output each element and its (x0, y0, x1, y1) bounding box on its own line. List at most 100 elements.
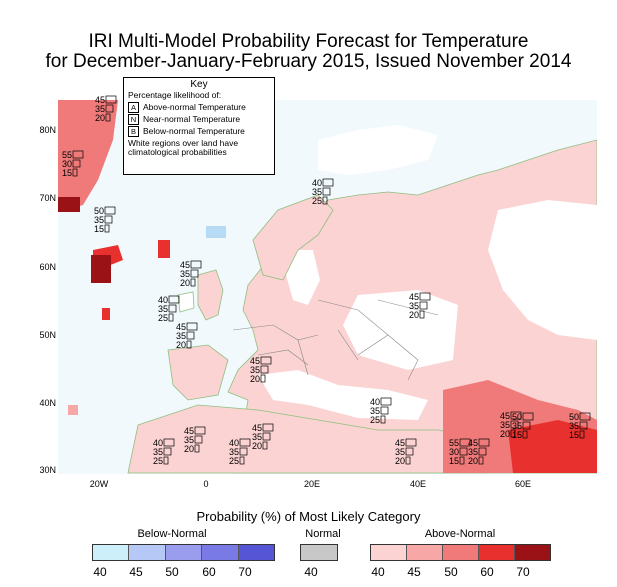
iberia-land (167, 344, 229, 401)
stack-value: 35 (312, 187, 322, 197)
stack-value: 15 (94, 224, 104, 234)
stack-value: 15 (62, 168, 72, 178)
stack-box (522, 412, 534, 421)
stack-box (163, 447, 172, 456)
stack-box (239, 438, 251, 447)
stack-box (262, 441, 268, 450)
stack-value: 20 (180, 278, 190, 288)
stack-box (459, 438, 471, 447)
stack-box (579, 412, 591, 421)
key-box-below: B (128, 125, 139, 137)
stack-value: 35 (184, 435, 194, 445)
legend-label-below: Below-Normal (137, 528, 207, 540)
stack-value: 35 (569, 421, 579, 431)
stack-value: 25 (153, 456, 163, 466)
ireland-land (177, 291, 195, 313)
stack-value: 20 (252, 441, 262, 451)
lon-label-60e: 60E (514, 479, 531, 489)
stack-box (405, 456, 411, 465)
key-label-below: Below-normal Temperature (143, 125, 245, 136)
key-row-below: B Below-normal Temperature (128, 125, 270, 137)
stack-value: 20 (395, 456, 405, 466)
stack-box (419, 301, 428, 310)
lat-label-40n: 40N (39, 398, 56, 408)
stack-value: 35 (252, 432, 262, 442)
stack-box (163, 438, 175, 447)
legend-bar-below (92, 544, 275, 561)
tick-below-70: 70 (238, 565, 252, 579)
stack-value: 20 (468, 456, 478, 466)
country-borders (232, 299, 439, 381)
key-box-above: A (128, 101, 139, 113)
legend-swatch-below-2 (165, 545, 203, 560)
stack-value: 30 (62, 159, 72, 169)
stack-value: 35 (180, 269, 190, 279)
stack-value: 55 (62, 150, 72, 160)
stack-box (510, 429, 516, 438)
stack-value: 45 (409, 292, 419, 302)
stack-value: 20 (409, 310, 419, 320)
uk-land (197, 269, 224, 321)
atlantic-anomaly-3 (68, 405, 78, 415)
stack-value: 40 (370, 397, 380, 407)
map-key: Key Percentage likelihood of: A Above-no… (123, 77, 275, 175)
stack-value: 35 (250, 365, 260, 375)
central-asia-anomaly-dark (508, 420, 597, 473)
tick-below-40: 40 (93, 565, 107, 579)
stack-box (478, 447, 487, 456)
stack-box (194, 426, 206, 435)
lon-label-40e: 40E (409, 479, 426, 489)
stack-value: 45 (500, 411, 510, 421)
stack-box (419, 310, 425, 319)
stack-value: 40 (312, 178, 322, 188)
scandinavia-land (252, 194, 334, 281)
legend-swatch-above-4 (515, 545, 550, 560)
white-region-eastern-europe (343, 290, 458, 370)
legend-swatch-below-1 (129, 545, 166, 560)
stack-box (419, 292, 431, 301)
stack-value: 20 (184, 444, 194, 454)
tick-above-70: 70 (516, 565, 530, 579)
title-line-1: IRI Multi-Model Probability Forecast for… (88, 31, 529, 52)
stack-box (105, 95, 117, 104)
stack-value: 35 (153, 447, 163, 457)
stack-value: 45 (250, 356, 260, 366)
stack-value: 35 (95, 104, 105, 114)
stack-value: 35 (176, 331, 186, 341)
key-box-near: N (128, 113, 139, 125)
key-label-near: Near-normal Temperature (143, 113, 241, 124)
stack-box (186, 340, 192, 349)
stack-value: 50 (512, 412, 522, 422)
lat-label-30n: 30N (39, 465, 56, 475)
stack-box (405, 438, 417, 447)
stack-value: 35 (409, 301, 419, 311)
stack-value: 20 (500, 429, 510, 439)
lat-label-50n: 50N (39, 330, 56, 340)
stack-box (194, 435, 203, 444)
stack-value: 50 (94, 206, 104, 216)
key-subtitle: Percentage likelihood of: (128, 90, 222, 100)
stack-value: 20 (95, 113, 105, 123)
stack-box (239, 456, 245, 465)
stack-value: 15 (449, 456, 459, 466)
key-title: Key (190, 79, 208, 90)
stack-box (190, 269, 199, 278)
stack-value: 25 (158, 313, 168, 323)
stack-value: 35 (395, 447, 405, 457)
tick-above-60: 60 (480, 565, 494, 579)
stack-value: 45 (468, 438, 478, 448)
below-normal-cell (206, 226, 226, 238)
stack-box (104, 206, 116, 215)
stack-box (260, 365, 269, 374)
stack-value: 40 (158, 295, 168, 305)
stack-box (105, 113, 111, 122)
tick-above-40: 40 (371, 565, 385, 579)
stack-value: 45 (180, 260, 190, 270)
dark-anomaly-greenland (58, 197, 80, 212)
tick-below-60: 60 (202, 565, 216, 579)
